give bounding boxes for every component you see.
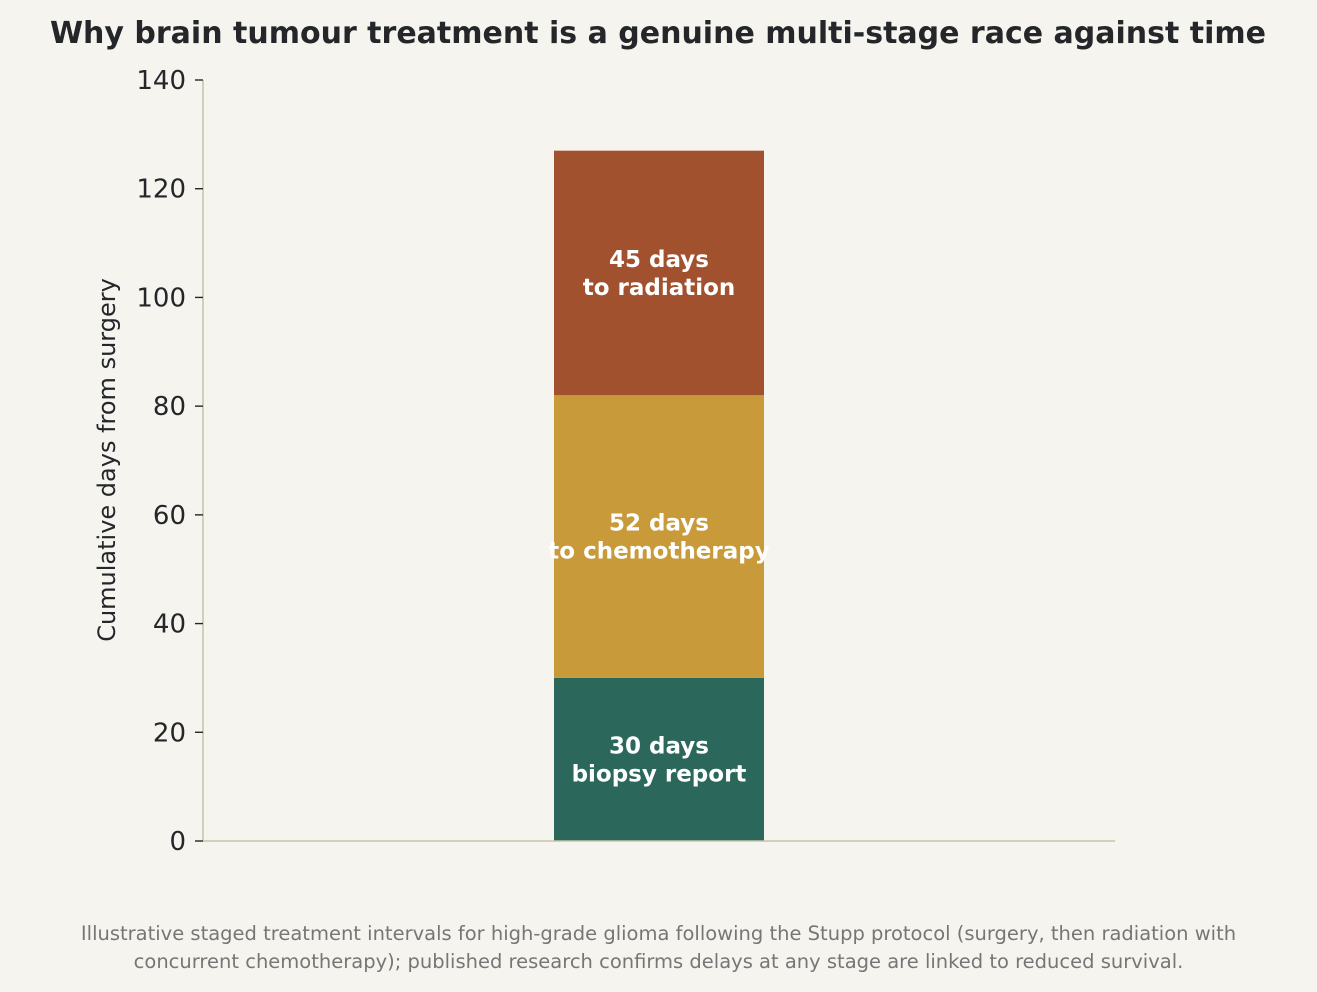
- y-tick-label-20: 20: [153, 718, 186, 748]
- chart-title: Why brain tumour treatment is a genuine …: [50, 16, 1266, 51]
- segment-label-1-line-2: biopsy report: [572, 761, 747, 787]
- segment-label-1-line-1: 30 days: [609, 733, 709, 759]
- y-tick-label-0: 0: [169, 827, 186, 857]
- bar-segment-1: [554, 677, 764, 841]
- y-tick-label-140: 140: [136, 66, 186, 96]
- segment-label-3-line-2: to radiation: [583, 275, 736, 301]
- y-tick-label-100: 100: [136, 283, 186, 313]
- bar-segment-2: [554, 395, 764, 678]
- stacked-bar-chart: Why brain tumour treatment is a genuine …: [50, 16, 1266, 857]
- y-tick-label-120: 120: [136, 175, 186, 205]
- bar-segments: [554, 150, 764, 841]
- y-tick-label-80: 80: [153, 392, 186, 422]
- footnote-line-1: Illustrative staged treatment intervals …: [80, 922, 1237, 945]
- bar-segment-3: [554, 150, 764, 396]
- y-axis-ticks: 0 20 40 60 80 100 120 140: [136, 66, 203, 857]
- segment-label-2-line-2: to chemotherapy: [548, 539, 769, 565]
- footnote: Illustrative staged treatment intervals …: [0, 920, 1317, 976]
- y-tick-label-40: 40: [153, 610, 186, 640]
- y-axis-label: Cumulative days from surgery: [93, 278, 121, 642]
- axes: [202, 80, 1115, 842]
- segment-label-3-line-1: 45 days: [609, 247, 709, 273]
- footnote-line-2: concurrent chemotherapy); published rese…: [133, 950, 1184, 973]
- y-tick-label-60: 60: [153, 501, 186, 531]
- segment-label-2-line-1: 52 days: [609, 511, 709, 537]
